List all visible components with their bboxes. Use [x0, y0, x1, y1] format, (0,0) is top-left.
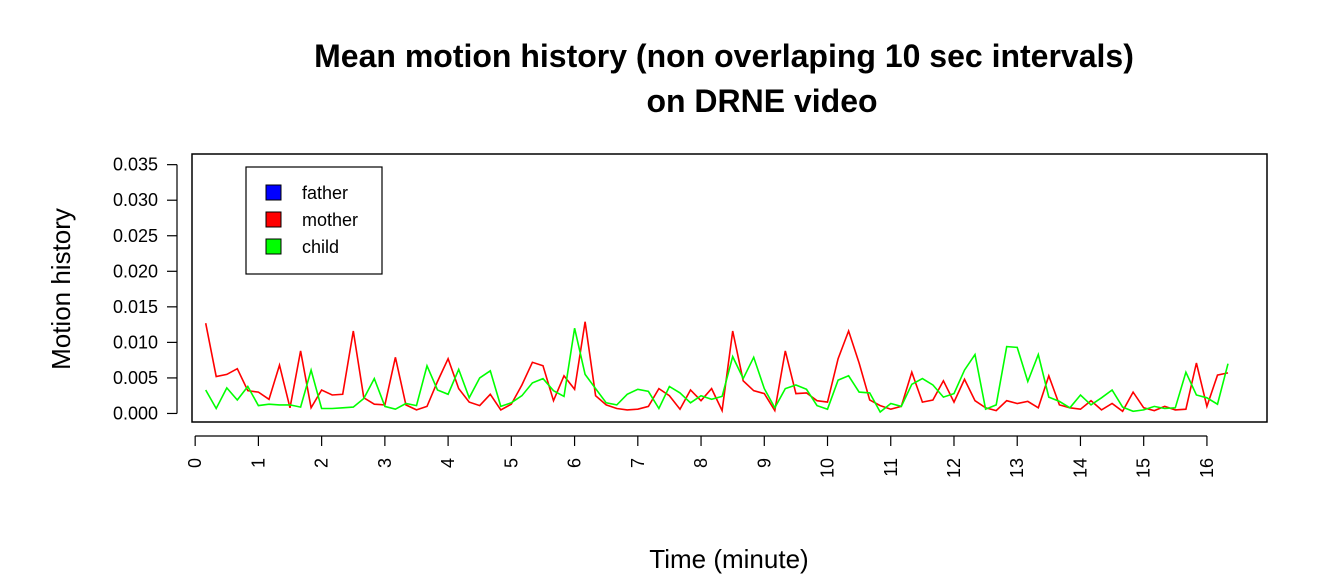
y-tick-label: 0.005	[113, 368, 158, 388]
legend-label-mother: mother	[302, 210, 358, 230]
x-tick-label: 0	[185, 458, 205, 468]
x-tick-label: 9	[754, 458, 774, 468]
y-axis-label: Motion history	[46, 208, 76, 370]
series-layer	[204, 321, 1229, 414]
x-tick-label: 11	[881, 458, 901, 477]
series-line-child	[205, 328, 1229, 414]
legend-swatch-father	[265, 184, 282, 201]
x-tick-label: 5	[501, 458, 521, 468]
legend-swatch-mother	[265, 211, 282, 228]
x-tick-label: 15	[1134, 458, 1154, 478]
x-tick-label: 13	[1007, 458, 1027, 478]
y-tick-label: 0.035	[113, 155, 158, 175]
x-tick-label: 16	[1197, 458, 1217, 478]
x-tick-label: 8	[691, 458, 711, 468]
y-tick-label: 0.015	[113, 297, 158, 317]
y-tick-label: 0.030	[113, 190, 158, 210]
x-tick-label: 1	[248, 458, 268, 468]
x-tick-label: 14	[1070, 458, 1090, 478]
x-tick-label: 2	[312, 458, 332, 468]
legend-label-child: child	[302, 237, 339, 257]
legend-swatch-child	[265, 238, 282, 255]
chart-subtitle: on DRNE video	[646, 83, 877, 119]
y-tick-label: 0.025	[113, 226, 158, 246]
x-tick-label: 7	[628, 458, 648, 468]
y-axis: 0.000 0.005 0.010 0.015 0.020 0.025 0.030 0.035	[113, 155, 178, 423]
x-axis-label: Time (minute)	[649, 544, 808, 574]
x-tick-label: 6	[565, 458, 585, 468]
x-tick-label: 10	[818, 458, 838, 478]
legend: father mother child	[245, 166, 383, 275]
x-tick-label: 12	[944, 458, 964, 478]
plot-frame	[191, 153, 1268, 423]
legend-label-father: father	[302, 183, 348, 203]
y-tick-label: 0.020	[113, 261, 158, 281]
x-axis: 0 1 2 3 4 5 6 7 8 9 10 11 12 13 14 15 16	[185, 435, 1217, 478]
chart-title: Mean motion history (non overlaping 10 s…	[314, 38, 1134, 74]
x-tick-label: 3	[375, 458, 395, 468]
x-tick-label: 4	[438, 458, 458, 468]
y-tick-label: 0.010	[113, 332, 158, 352]
y-tick-label: 0.000	[113, 403, 158, 423]
